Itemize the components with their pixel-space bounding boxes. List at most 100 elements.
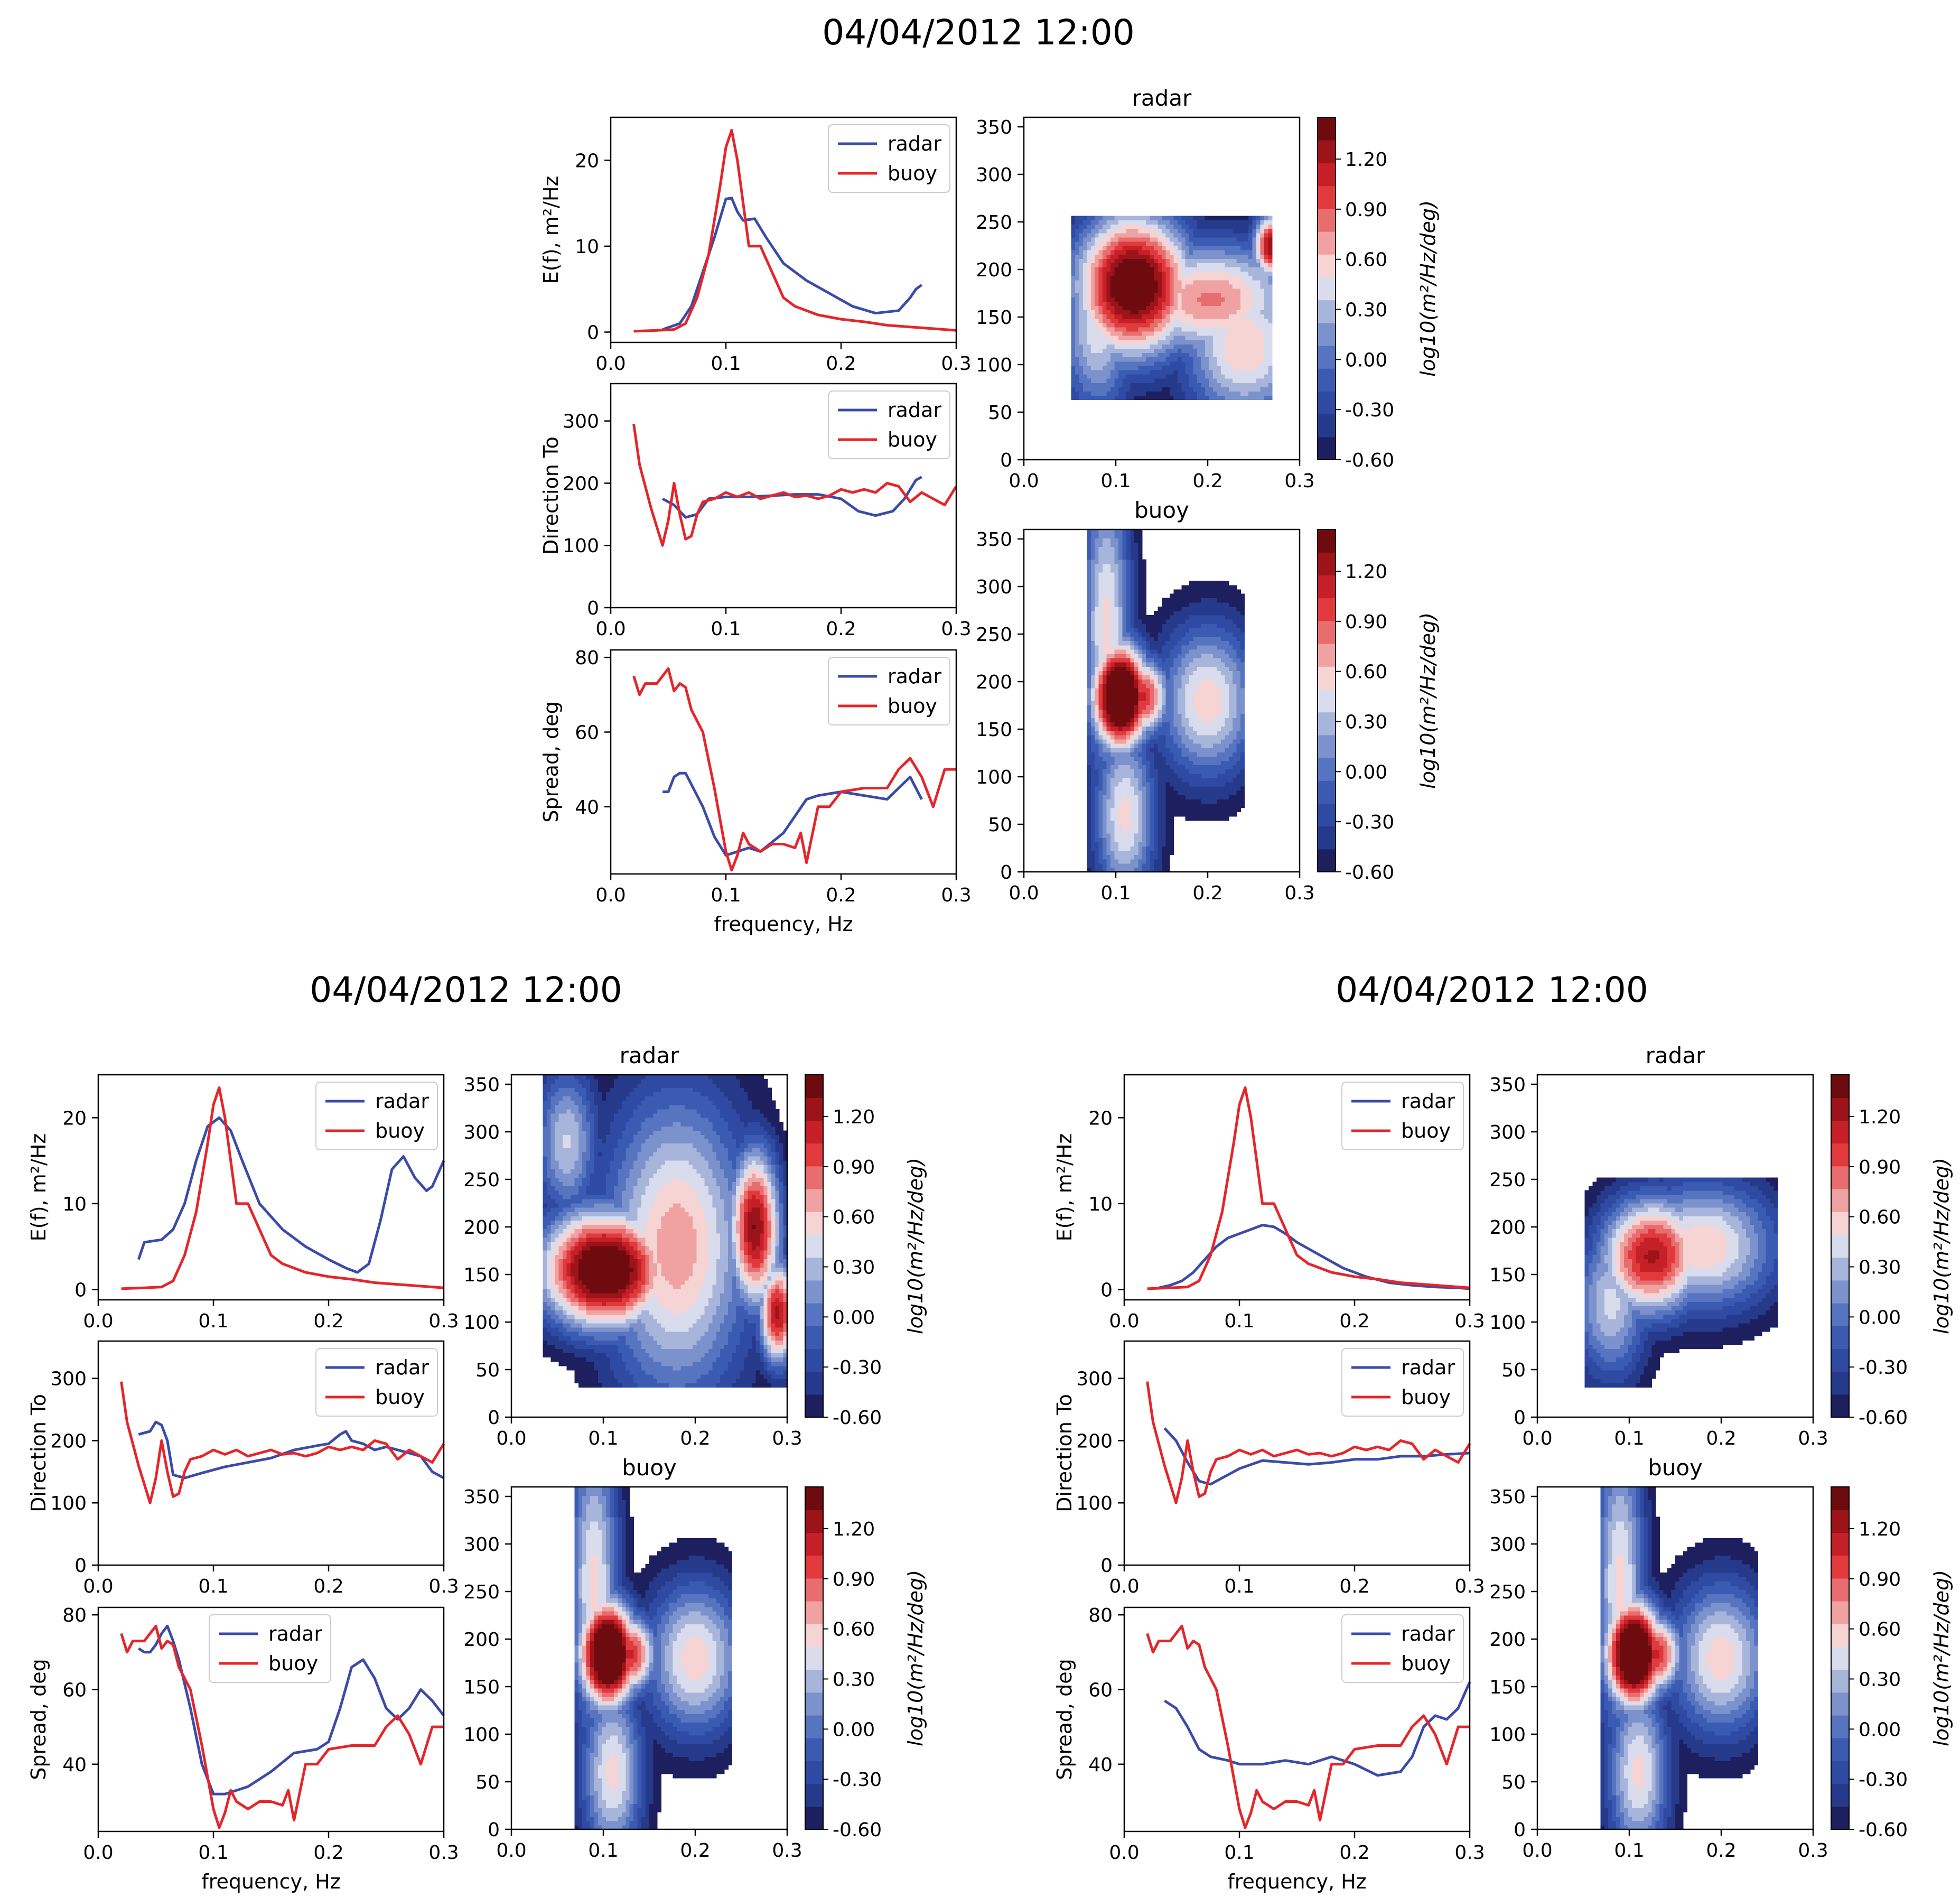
- heatmap-cell: [1197, 310, 1202, 315]
- heatmap-cell: [1071, 301, 1076, 306]
- heatmap-cell: [1082, 361, 1087, 366]
- heatmap-cell: [1138, 593, 1143, 599]
- heatmap-cell: [1146, 867, 1151, 872]
- heatmap-cell: [1114, 352, 1119, 358]
- heatmap-cell: [1193, 352, 1198, 358]
- heatmap-cell: [1082, 318, 1087, 323]
- heatmap-cell: [1264, 348, 1268, 353]
- heatmap-cell: [1079, 280, 1084, 285]
- heatmap-cell: [1150, 275, 1154, 281]
- heatmap-cell: [1201, 297, 1206, 302]
- heatmap-cell: [1118, 756, 1123, 761]
- heatmap-cell: [1071, 293, 1076, 297]
- heatmap-cell: [1146, 331, 1151, 336]
- heatmap-cell: [1103, 322, 1107, 328]
- spectrum-title: radar: [1132, 85, 1192, 111]
- heatmap-cell: [1142, 662, 1146, 667]
- heatmap-cell: [1087, 713, 1091, 718]
- heatmap-cell: [1212, 816, 1217, 821]
- heatmap-cell: [1268, 348, 1273, 353]
- heatmap-cell: [1082, 340, 1087, 345]
- heatmap-cell: [1169, 739, 1174, 744]
- heatmap-cell: [1103, 318, 1107, 323]
- heatmap-cell: [1256, 232, 1261, 238]
- heatmap-cell: [1071, 284, 1076, 289]
- heatmap-cell: [1126, 777, 1131, 783]
- heatmap-cell: [1158, 743, 1162, 748]
- heatmap-cell: [1110, 572, 1115, 577]
- heatmap-cell: [1110, 748, 1115, 752]
- heatmap-cell: [1154, 361, 1159, 366]
- heatmap-cell: [1228, 765, 1233, 770]
- heatmap-cell: [1110, 756, 1115, 761]
- heatmap-cell: [1173, 297, 1178, 302]
- heatmap-cell: [1256, 387, 1261, 392]
- heatmap-cell: [1118, 310, 1123, 315]
- heatmap-cell: [1130, 395, 1135, 401]
- heatmap-cell: [1181, 267, 1186, 272]
- heatmap-cell: [1130, 773, 1135, 778]
- heatmap-cell: [1134, 297, 1138, 302]
- heatmap-cell: [1205, 275, 1210, 281]
- heatmap-cell: [1103, 581, 1107, 585]
- heatmap-cell: [1189, 284, 1194, 289]
- heatmap-cell: [1209, 593, 1214, 599]
- heatmap-cell: [1189, 305, 1194, 311]
- heatmap-cell: [1146, 662, 1151, 667]
- heatmap-cell: [1098, 730, 1103, 736]
- heatmap-cell: [1212, 795, 1217, 799]
- heatmap-cell: [1225, 781, 1229, 787]
- heatmap-cell: [1248, 280, 1253, 285]
- heatmap-cell: [1173, 752, 1178, 757]
- heatmap-cell: [1169, 395, 1174, 401]
- heatmap-cell: [1212, 756, 1217, 761]
- heatmap-cell: [1110, 232, 1115, 238]
- heatmap-cell: [1162, 653, 1166, 658]
- heatmap-cell: [1217, 237, 1221, 242]
- heatmap-cell: [1103, 624, 1107, 628]
- heatmap-cell: [1177, 790, 1182, 795]
- heatmap-cell: [1181, 378, 1186, 383]
- x-tick-label: 0.0: [1009, 882, 1039, 904]
- heatmap-cell: [1197, 322, 1202, 328]
- heatmap-cell: [1146, 709, 1151, 714]
- heatmap-cell: [1209, 606, 1214, 611]
- heatmap-cell: [1142, 687, 1146, 693]
- heatmap-cell: [1158, 615, 1162, 620]
- heatmap-cell: [1233, 305, 1237, 311]
- heatmap-cell: [1142, 357, 1146, 362]
- heatmap-cell: [1256, 263, 1261, 268]
- heatmap-cell: [1244, 220, 1249, 225]
- heatmap-cell: [1158, 769, 1162, 774]
- heatmap-cell: [1114, 593, 1119, 599]
- heatmap-cell: [1165, 216, 1170, 220]
- heatmap-cell: [1228, 263, 1233, 268]
- heatmap-cell: [1087, 610, 1091, 616]
- heatmap-cell: [1087, 739, 1091, 744]
- heatmap-cell: [1173, 624, 1178, 628]
- heatmap-cell: [1103, 352, 1107, 358]
- heatmap-cell: [1189, 718, 1194, 723]
- heatmap-cell: [1193, 718, 1198, 723]
- heatmap-cell: [1090, 391, 1095, 396]
- heatmap-cell: [1075, 275, 1079, 281]
- heatmap-cell: [1233, 701, 1237, 705]
- heatmap-cell: [1260, 241, 1265, 246]
- heatmap-cell: [1142, 692, 1146, 697]
- heatmap-cell: [1209, 619, 1214, 624]
- heatmap-cell: [1193, 662, 1198, 667]
- heatmap-cell: [1134, 327, 1138, 332]
- heatmap-cell: [1142, 237, 1146, 242]
- heatmap-cell: [1205, 696, 1210, 701]
- heatmap-cell: [1138, 705, 1143, 710]
- heatmap-cell: [1205, 743, 1210, 748]
- heatmap-cell: [1122, 365, 1127, 370]
- heatmap-cell: [1158, 833, 1162, 838]
- heatmap-cell: [1256, 365, 1261, 370]
- heatmap-cell: [1201, 739, 1206, 744]
- heatmap-cell: [1090, 224, 1095, 229]
- heatmap-cell: [1158, 280, 1162, 285]
- heatmap-cell: [1240, 615, 1245, 620]
- heatmap-cell: [1098, 816, 1103, 821]
- heatmap-cell: [1122, 649, 1127, 654]
